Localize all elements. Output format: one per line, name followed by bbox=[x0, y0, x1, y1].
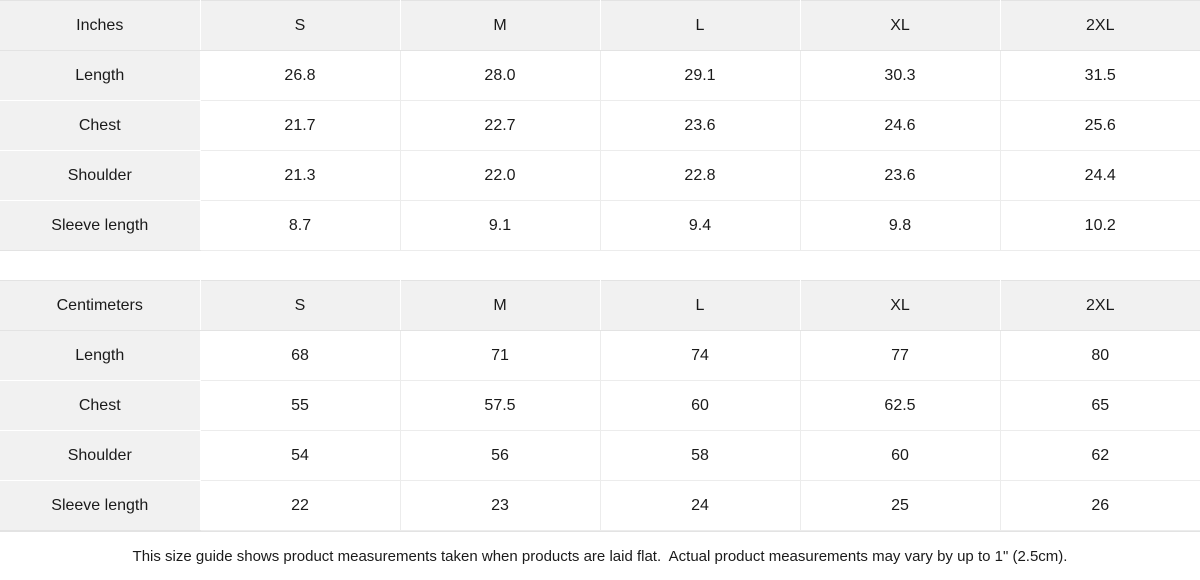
table-row: Shoulder 54 56 58 60 62 bbox=[0, 430, 1200, 482]
column-header-2xl: 2XL bbox=[1000, 280, 1200, 332]
size-table-centimeters: Centimeters S M L XL 2XL Length 68 71 74… bbox=[0, 280, 1200, 532]
cell-length-m: 71 bbox=[400, 330, 601, 382]
column-header-m: M bbox=[400, 280, 601, 332]
cell-length-2xl: 80 bbox=[1000, 330, 1200, 382]
cell-length-s: 68 bbox=[200, 330, 401, 382]
cell-shoulder-xl: 60 bbox=[800, 430, 1001, 482]
cell-chest-s: 21.7 bbox=[200, 100, 401, 151]
table-row: Chest 55 57.5 60 62.5 65 bbox=[0, 380, 1200, 432]
size-table-inches: Inches S M L XL 2XL Length 26.8 28.0 29.… bbox=[0, 0, 1200, 251]
row-label-shoulder: Shoulder bbox=[0, 430, 201, 482]
cell-length-l: 29.1 bbox=[600, 50, 801, 101]
cell-sleeve-length-m: 9.1 bbox=[400, 200, 601, 251]
row-label-length: Length bbox=[0, 330, 201, 382]
cell-shoulder-m: 22.0 bbox=[400, 150, 601, 201]
cell-length-l: 74 bbox=[600, 330, 801, 382]
row-label-length: Length bbox=[0, 50, 201, 101]
cell-length-s: 26.8 bbox=[200, 50, 401, 101]
cell-length-xl: 77 bbox=[800, 330, 1001, 382]
table-header-inches: Inches S M L XL 2XL bbox=[0, 0, 1200, 51]
footnote-row: This size guide shows product measuremen… bbox=[0, 531, 1200, 580]
row-label-chest: Chest bbox=[0, 100, 201, 151]
table-row: Sleeve length 8.7 9.1 9.4 9.8 10.2 bbox=[0, 200, 1200, 251]
column-header-2xl: 2XL bbox=[1000, 0, 1200, 51]
table-row: Chest 21.7 22.7 23.6 24.6 25.6 bbox=[0, 100, 1200, 151]
table-body-inches: Length 26.8 28.0 29.1 30.3 31.5 Chest 21… bbox=[0, 50, 1200, 251]
cell-sleeve-length-xl: 9.8 bbox=[800, 200, 1001, 251]
cell-chest-l: 60 bbox=[600, 380, 801, 432]
cell-chest-2xl: 65 bbox=[1000, 380, 1200, 432]
column-header-l: L bbox=[600, 0, 801, 51]
row-label-chest: Chest bbox=[0, 380, 201, 432]
column-header-xl: XL bbox=[800, 280, 1001, 332]
cell-shoulder-s: 54 bbox=[200, 430, 401, 482]
cell-shoulder-xl: 23.6 bbox=[800, 150, 1001, 201]
column-header-s: S bbox=[200, 280, 401, 332]
table-row: Length 68 71 74 77 80 bbox=[0, 330, 1200, 382]
cell-shoulder-m: 56 bbox=[400, 430, 601, 482]
table-body-centimeters: Length 68 71 74 77 80 Chest 55 57.5 60 6… bbox=[0, 330, 1200, 532]
cell-shoulder-2xl: 62 bbox=[1000, 430, 1200, 482]
cell-length-xl: 30.3 bbox=[800, 50, 1001, 101]
cell-sleeve-length-2xl: 26 bbox=[1000, 480, 1200, 532]
cell-sleeve-length-s: 22 bbox=[200, 480, 401, 532]
cell-sleeve-length-xl: 25 bbox=[800, 480, 1001, 532]
cell-sleeve-length-l: 24 bbox=[600, 480, 801, 532]
row-label-sleeve-length: Sleeve length bbox=[0, 200, 201, 251]
cell-sleeve-length-m: 23 bbox=[400, 480, 601, 532]
cell-chest-m: 22.7 bbox=[400, 100, 601, 151]
cell-length-2xl: 31.5 bbox=[1000, 50, 1200, 101]
header-row: Inches S M L XL 2XL bbox=[0, 0, 1200, 51]
column-header-xl: XL bbox=[800, 0, 1001, 51]
cell-sleeve-length-l: 9.4 bbox=[600, 200, 801, 251]
column-header-s: S bbox=[200, 0, 401, 51]
table-row: Length 26.8 28.0 29.1 30.3 31.5 bbox=[0, 50, 1200, 101]
cell-shoulder-l: 58 bbox=[600, 430, 801, 482]
cell-chest-l: 23.6 bbox=[600, 100, 801, 151]
cell-length-m: 28.0 bbox=[400, 50, 601, 101]
column-header-l: L bbox=[600, 280, 801, 332]
cell-sleeve-length-s: 8.7 bbox=[200, 200, 401, 251]
unit-label-inches: Inches bbox=[0, 0, 201, 51]
cell-chest-m: 57.5 bbox=[400, 380, 601, 432]
column-header-m: M bbox=[400, 0, 601, 51]
cell-shoulder-l: 22.8 bbox=[600, 150, 801, 201]
header-row: Centimeters S M L XL 2XL bbox=[0, 280, 1200, 332]
row-label-shoulder: Shoulder bbox=[0, 150, 201, 201]
size-guide-footnote: This size guide shows product measuremen… bbox=[132, 547, 1068, 565]
cell-chest-xl: 62.5 bbox=[800, 380, 1001, 432]
cell-shoulder-2xl: 24.4 bbox=[1000, 150, 1200, 201]
table-row: Shoulder 21.3 22.0 22.8 23.6 24.4 bbox=[0, 150, 1200, 201]
cell-shoulder-s: 21.3 bbox=[200, 150, 401, 201]
table-gap-spacer bbox=[0, 251, 1200, 281]
row-label-sleeve-length: Sleeve length bbox=[0, 480, 201, 532]
unit-label-centimeters: Centimeters bbox=[0, 280, 201, 332]
table-header-centimeters: Centimeters S M L XL 2XL bbox=[0, 280, 1200, 332]
cell-chest-xl: 24.6 bbox=[800, 100, 1001, 151]
cell-sleeve-length-2xl: 10.2 bbox=[1000, 200, 1200, 251]
cell-chest-s: 55 bbox=[200, 380, 401, 432]
cell-chest-2xl: 25.6 bbox=[1000, 100, 1200, 151]
table-row: Sleeve length 22 23 24 25 26 bbox=[0, 480, 1200, 532]
